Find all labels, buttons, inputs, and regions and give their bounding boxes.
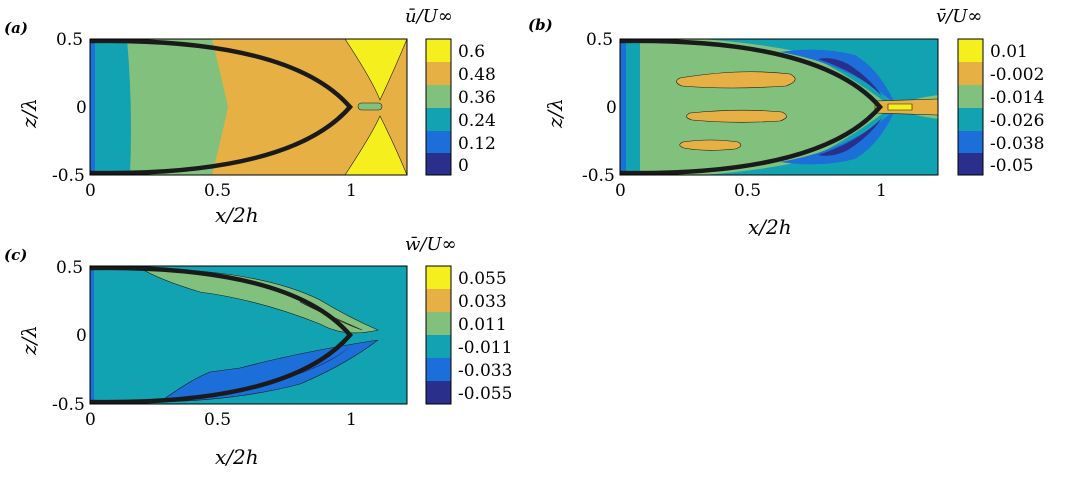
panel-a-body-outline bbox=[90, 39, 353, 175]
panel-b-cb-tick-4: -0.038 bbox=[990, 134, 1044, 154]
panel-c-cb-tick-3: -0.011 bbox=[458, 338, 512, 358]
panel-c-ticks: 0.5 0 -0.5 0 0.5 1 bbox=[52, 258, 357, 430]
panel-b-label: (b) bbox=[528, 16, 553, 34]
panel-a-axes-box bbox=[89, 38, 408, 176]
panel-b-cb-tick-2: -0.014 bbox=[990, 88, 1044, 108]
panel-a-ticks: 0.5 0 -0.5 0 0.5 1 bbox=[52, 30, 357, 201]
panel-b-ytick-2: -0.5 bbox=[582, 166, 615, 186]
panel-b-axes-box bbox=[619, 38, 939, 176]
panel-a-yellow-top bbox=[344, 39, 407, 101]
panel-b-navy-top bbox=[818, 58, 882, 96]
panel-b-cb-tick-0: 0.01 bbox=[990, 42, 1028, 62]
panel-a-ytick-0: 0.5 bbox=[56, 30, 83, 50]
panel-a-teal-region bbox=[90, 39, 131, 175]
panel-c-wall-region bbox=[90, 266, 94, 404]
panel-c-cb-tick-2: 0.011 bbox=[458, 315, 507, 335]
panel-c-ytick-2: -0.5 bbox=[52, 395, 85, 415]
panel-a-wall-region bbox=[90, 39, 95, 175]
panel-b-ytick-0: 0.5 bbox=[586, 30, 613, 50]
panel-b-xlabel: x/2h bbox=[748, 215, 792, 239]
panel-a-label: (a) bbox=[4, 19, 28, 37]
panel-c-ytick-1: 0 bbox=[76, 326, 87, 346]
panel-c-cb-tick-5: -0.055 bbox=[458, 384, 512, 404]
panel-a-colorbar-title: ū/U∞ bbox=[405, 6, 453, 27]
panel-a-wake-blob bbox=[357, 102, 383, 111]
panel-a-contours bbox=[90, 39, 407, 175]
panel-a-cb-tick-4: 0.12 bbox=[458, 134, 496, 154]
panel-a-cb-tick-5: 0 bbox=[458, 156, 469, 176]
panel-b-xtick-0: 0 bbox=[615, 181, 626, 201]
panel-c-colorbar-title: w̄/U∞ bbox=[405, 234, 457, 255]
panel-a-colorbar: ū/U∞ 0.6 0.48 0.36 0.24 0.12 0 bbox=[405, 6, 496, 176]
panel-a-ytick-2: -0.5 bbox=[52, 166, 85, 186]
panel-a-ytick-1: 0 bbox=[76, 98, 87, 118]
panel-c-xtick-1: 0.5 bbox=[204, 410, 231, 430]
panel-c-cb-tick-4: -0.033 bbox=[458, 361, 512, 381]
panel-a-cb-tick-2: 0.36 bbox=[458, 88, 496, 108]
panel-b-wake-yellow bbox=[887, 103, 913, 111]
panel-a-xtick-1: 0.5 bbox=[204, 181, 231, 201]
panel-b-cb-tick-3: -0.026 bbox=[990, 111, 1044, 131]
panel-b: 0.5 0 -0.5 0 0.5 1 x/2h z/λ (b) v̄/U∞ 0.… bbox=[528, 6, 1044, 239]
panel-c-ytick-0: 0.5 bbox=[56, 258, 83, 278]
panel-c-body-outline bbox=[90, 266, 353, 404]
panel-a-yellow-bottom bbox=[344, 115, 407, 175]
panel-b-navy-bottom bbox=[818, 118, 882, 156]
panel-b-ylabel: z/λ bbox=[543, 98, 567, 129]
panel-b-cb-tick-5: -0.05 bbox=[990, 156, 1034, 176]
panel-c-cb-tick-1: 0.033 bbox=[458, 292, 507, 312]
panel-b-wall-blue bbox=[620, 39, 626, 175]
panel-c-ylabel: z/λ bbox=[17, 325, 41, 356]
panel-b-contours bbox=[620, 39, 938, 175]
panel-c-colorbar: w̄/U∞ 0.055 0.033 0.011 -0.011 -0.033 -0… bbox=[405, 234, 512, 405]
panel-c-green-top bbox=[138, 267, 379, 334]
panel-c-contours bbox=[90, 266, 407, 404]
panel-c-axes-box bbox=[89, 265, 408, 405]
panel-b-ytick-1: 0 bbox=[606, 98, 617, 118]
panel-c-xtick-2: 1 bbox=[346, 410, 357, 430]
panel-b-cb-tick-1: -0.002 bbox=[990, 65, 1044, 85]
panel-b-orange-blob-2 bbox=[686, 109, 787, 123]
panel-c-label: (c) bbox=[4, 246, 27, 264]
panel-c-cb-tick-0: 0.055 bbox=[458, 269, 507, 289]
panel-b-xtick-2: 1 bbox=[876, 181, 887, 201]
panel-b-orange-blob-1 bbox=[676, 71, 796, 89]
panel-a-xlabel: x/2h bbox=[215, 203, 259, 227]
panel-a-ylabel: z/λ bbox=[17, 98, 41, 129]
panel-b-orange-blob-3 bbox=[679, 139, 742, 151]
panel-a-xtick-2: 1 bbox=[346, 181, 357, 201]
panel-b-body-outline bbox=[620, 39, 883, 175]
panel-a-xtick-0: 0 bbox=[85, 181, 96, 201]
panel-b-wall-teal bbox=[626, 42, 640, 172]
panel-b-colorbar-title: v̄/U∞ bbox=[936, 6, 982, 27]
panel-c-xlabel: x/2h bbox=[215, 445, 259, 469]
panel-a-cb-tick-1: 0.48 bbox=[458, 65, 496, 85]
panel-a: 0.5 0 -0.5 0 0.5 1 x/2h z/λ (a) ū/U∞ 0.6… bbox=[4, 6, 496, 227]
panel-b-blue-top bbox=[780, 49, 895, 104]
panel-c-xtick-0: 0 bbox=[85, 410, 96, 430]
panel-a-cb-tick-0: 0.6 bbox=[458, 42, 485, 62]
panel-b-xtick-1: 0.5 bbox=[734, 181, 761, 201]
panel-a-cb-tick-3: 0.24 bbox=[458, 111, 496, 131]
panel-c: 0.5 0 -0.5 0 0.5 1 x/2h z/λ (c) w̄/U∞ 0.… bbox=[4, 234, 512, 469]
panel-b-colorbar: v̄/U∞ 0.01 -0.002 -0.014 -0.026 -0.038 -… bbox=[936, 6, 1044, 176]
panel-b-blue-bottom bbox=[780, 110, 895, 165]
panel-b-ticks: 0.5 0 -0.5 0 0.5 1 bbox=[582, 30, 887, 201]
